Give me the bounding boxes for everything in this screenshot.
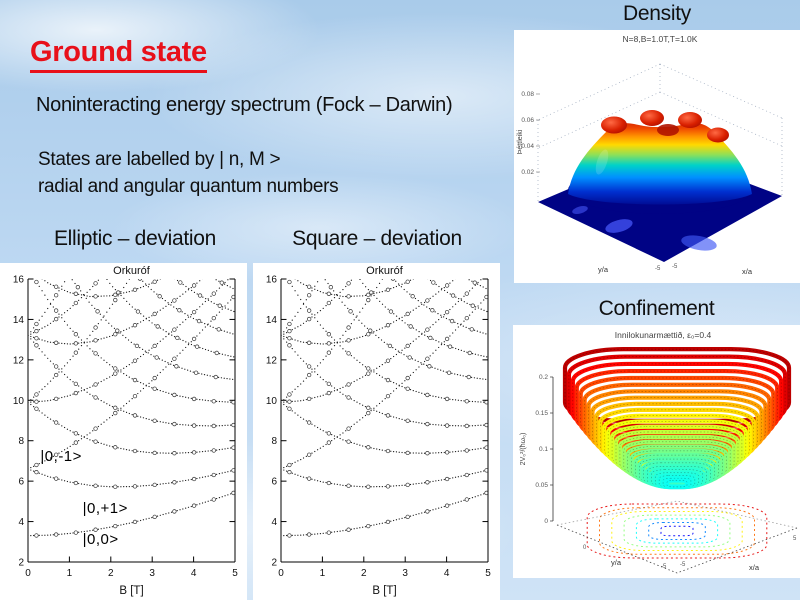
svg-text:-5: -5	[661, 564, 667, 570]
svg-text:12: 12	[13, 355, 25, 366]
svg-text:8: 8	[271, 436, 277, 447]
svg-text:12: 12	[266, 355, 278, 366]
confinement-bowl	[562, 347, 792, 490]
svg-text:10: 10	[13, 396, 25, 407]
chart-title: Innilokunarmættið, ε₀=0.4	[615, 330, 712, 340]
y-axis-label: y/a	[611, 558, 622, 567]
svg-text:0.08: 0.08	[521, 91, 534, 98]
square-spectrum-panel: 0 1 2 3 4 5 2 4 6 8 10 12 14 16 Orkuróf B [T]	[253, 263, 500, 600]
density-surface-chart: N=8,B=1.0T,T=1.0K 0.02 0.04 0.06 0.08 Þéttlei…	[517, 34, 783, 276]
axes	[27, 279, 236, 563]
z-tick-labels: 0.02 0.04 0.06 0.08	[521, 91, 534, 176]
axes	[280, 279, 489, 563]
chart-title: N=8,B=1.0T,T=1.0K	[623, 34, 698, 44]
svg-text:4: 4	[191, 568, 197, 579]
square-deviation-label: Square – deviation	[292, 227, 462, 250]
svg-text:-5: -5	[655, 266, 661, 272]
states-line: States are labelled by | n, M >	[38, 149, 281, 170]
svg-text:2: 2	[18, 558, 24, 569]
quantum-numbers-line: radial and angular quantum numbers	[38, 176, 339, 197]
svg-text:0: 0	[583, 545, 587, 551]
chart-title: Orkuróf	[366, 265, 404, 277]
svg-text:4: 4	[18, 517, 24, 528]
state-label: |0,-1>	[40, 448, 82, 465]
floor-tick-labels: -5 -5	[655, 264, 678, 272]
svg-text:1: 1	[320, 568, 326, 579]
svg-text:14: 14	[266, 315, 278, 326]
density-dome	[568, 110, 752, 214]
state-label: |0,+1>	[83, 500, 128, 517]
svg-text:6: 6	[271, 477, 277, 488]
z-axis-label: 2V₀²/(ħω₀)	[520, 433, 527, 466]
svg-text:0.06: 0.06	[521, 117, 534, 124]
floor-border	[556, 500, 798, 574]
svg-text:3: 3	[149, 568, 155, 579]
svg-text:5: 5	[232, 568, 238, 579]
series-dots	[28, 279, 235, 538]
svg-text:1: 1	[67, 568, 73, 579]
y-axis-label: y/a	[598, 265, 609, 274]
x-axis-label: x/a	[749, 563, 760, 572]
density-label: Density	[623, 2, 691, 25]
svg-text:4: 4	[444, 568, 450, 579]
svg-text:0.04: 0.04	[521, 143, 534, 150]
contour-projection	[586, 503, 768, 559]
subtitle-states: States are labelled by | n, M > radial a…	[38, 146, 339, 200]
series-dots	[281, 279, 488, 538]
svg-text:4: 4	[271, 517, 277, 528]
svg-text:0.05: 0.05	[535, 482, 548, 489]
elliptic-deviation-label: Elliptic – deviation	[53, 227, 217, 250]
svg-text:0.2: 0.2	[539, 374, 548, 381]
x-axis-label: B [T]	[372, 585, 396, 597]
svg-text:3: 3	[402, 568, 408, 579]
elliptic-spectrum-panel: 0 1 2 3 4 5 2 4 6 8 10 12 14 16 Orkuróf B [T] |0,-1> |0,+…	[0, 263, 247, 600]
svg-text:-5: -5	[680, 562, 686, 568]
svg-text:16: 16	[266, 275, 278, 286]
state-label: |0,0>	[83, 531, 119, 548]
z-axis-label: Þéttleiki	[517, 129, 524, 154]
x-axis-label: B [T]	[119, 585, 143, 597]
svg-text:0: 0	[278, 568, 284, 579]
svg-text:2: 2	[271, 558, 277, 569]
confinement-label: Confinement	[598, 297, 715, 320]
density-surface-panel: N=8,B=1.0T,T=1.0K 0.02 0.04 0.06 0.08 Þéttlei…	[514, 30, 800, 283]
z-tick-labels: 0 0.05 0.1 0.15 0.2	[535, 374, 548, 525]
x-axis-label: x/a	[742, 267, 753, 276]
axis-grid	[537, 63, 783, 202]
floor-tick-labels: 0 -5 -5 5	[583, 536, 797, 570]
subtitle-spectrum: Noninteracting energy spectrum (Fock – D…	[36, 94, 453, 116]
svg-text:10: 10	[266, 396, 278, 407]
confinement-surface-panel: Innilokunarmættið, ε₀=0.4 0 0.05 0.1 0.15 0.2…	[513, 325, 800, 578]
svg-text:8: 8	[18, 436, 24, 447]
svg-text:16: 16	[13, 275, 25, 286]
svg-text:2: 2	[108, 568, 114, 579]
svg-text:14: 14	[13, 315, 25, 326]
svg-text:0: 0	[544, 518, 548, 525]
chart-title: Orkuróf	[113, 265, 151, 277]
svg-text:2: 2	[361, 568, 367, 579]
confinement-surface-chart: Innilokunarmættið, ε₀=0.4 0 0.05 0.1 0.15 0.2…	[520, 330, 798, 574]
svg-text:0.02: 0.02	[521, 169, 534, 176]
svg-text:0.15: 0.15	[535, 410, 548, 417]
floor-highlights	[572, 206, 717, 251]
svg-text:5: 5	[793, 536, 797, 542]
svg-text:0.1: 0.1	[539, 446, 548, 453]
svg-text:6: 6	[18, 477, 24, 488]
page-title: Ground state	[30, 36, 207, 73]
svg-text:0: 0	[25, 568, 31, 579]
svg-text:-5: -5	[672, 264, 678, 270]
svg-text:5: 5	[485, 568, 491, 579]
